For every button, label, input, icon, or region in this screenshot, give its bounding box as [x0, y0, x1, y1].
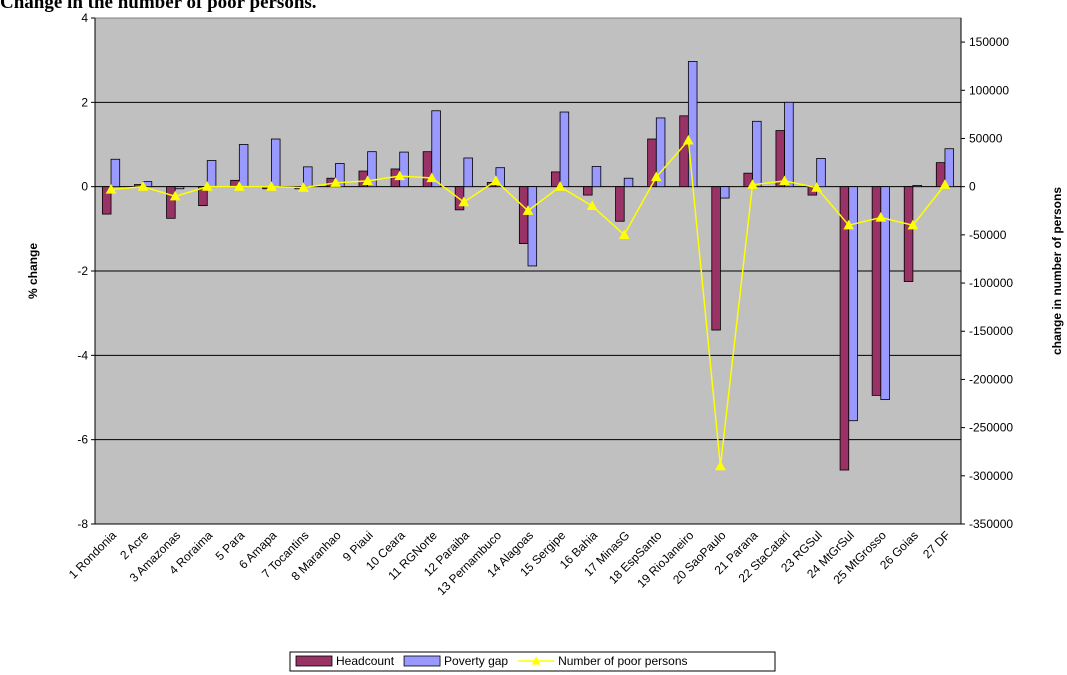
y-right-tick-label: -50000 — [969, 228, 1007, 242]
legend-label: Headcount — [336, 654, 395, 668]
bar-poverty-gap — [174, 186, 185, 190]
line-point — [169, 190, 181, 201]
y-right-tick-label: 150000 — [969, 35, 1009, 49]
y-axis-left-title: % change — [26, 243, 40, 299]
line-point — [939, 179, 951, 189]
bar-poverty-gap — [367, 151, 377, 188]
y-right-tick-label: -250000 — [969, 421, 1013, 435]
line-point — [586, 200, 598, 211]
bar-poverty-gap — [206, 160, 217, 188]
y-left-tick-label: -4 — [77, 348, 88, 362]
x-tick-label: 27 DF — [920, 528, 953, 561]
bar-headcount — [518, 186, 529, 244]
x-tick-label: 1 Rondonia — [66, 528, 120, 582]
line-point — [811, 182, 823, 192]
bar-headcount — [711, 186, 721, 331]
line-point — [266, 181, 277, 191]
line-point — [747, 179, 758, 189]
bar-poverty-gap — [687, 61, 698, 188]
y-right-tick-label: -350000 — [969, 517, 1013, 531]
y-axis-right-title: change in number of persons — [1050, 187, 1064, 355]
y-left-tick-label: -2 — [77, 264, 88, 278]
line-point — [233, 181, 245, 191]
y-left-tick-label: 0 — [81, 180, 88, 194]
bar-headcount — [679, 115, 689, 188]
bar-poverty-gap — [752, 120, 762, 188]
bar-poverty-gap — [944, 148, 955, 188]
bar-poverty-gap — [527, 186, 538, 267]
y-right-tick-label: -200000 — [969, 372, 1013, 386]
line-point — [201, 181, 213, 191]
bar-poverty-gap — [655, 117, 666, 188]
line-point — [298, 182, 309, 192]
bar-poverty-gap — [912, 184, 922, 188]
y-left-tick-label: 2 — [81, 95, 88, 109]
bar-poverty-gap — [848, 186, 858, 422]
y-right-tick-label: 100000 — [969, 83, 1009, 97]
y-left-tick-label: -6 — [77, 433, 88, 447]
bar-headcount — [198, 186, 208, 207]
legend-label: Number of poor persons — [558, 654, 687, 668]
bar-poverty-gap — [110, 158, 121, 188]
legend-swatch — [403, 655, 441, 667]
line-point — [554, 181, 566, 191]
bar-poverty-gap — [463, 157, 473, 188]
legend: Headcount Poverty gap Number of poor perso… — [289, 651, 776, 672]
line-point — [458, 196, 470, 207]
line-series — [105, 134, 951, 471]
y-left-tick-label: -8 — [77, 517, 88, 531]
line-point — [715, 460, 726, 471]
bar-poverty-gap — [431, 110, 441, 188]
y-right-tick-label: -100000 — [969, 276, 1013, 290]
line-point — [875, 211, 887, 222]
bar-poverty-gap — [623, 177, 634, 188]
y-right-tick-label: -300000 — [969, 469, 1013, 483]
y-right-tick-label: -150000 — [969, 324, 1013, 338]
bar-poverty-gap — [559, 111, 570, 188]
line-point — [907, 219, 919, 230]
bar-headcount — [101, 186, 112, 215]
bars — [101, 61, 955, 471]
line-point — [618, 229, 630, 239]
bar-poverty-gap — [816, 158, 826, 188]
bar-poverty-gap — [271, 138, 281, 188]
bar-headcount — [166, 186, 176, 219]
y-right-tick-label: 50000 — [969, 131, 1003, 145]
bar-poverty-gap — [238, 144, 249, 188]
line-point — [426, 172, 438, 183]
line-point — [779, 175, 790, 185]
bar-poverty-gap — [399, 151, 409, 188]
y-left-tick-label: 4 — [81, 11, 88, 25]
line-point — [843, 219, 855, 230]
legend-label: Poverty gap — [444, 654, 508, 668]
line-point — [683, 134, 694, 145]
legend-swatch — [295, 655, 333, 667]
line-point — [362, 175, 373, 185]
bar-headcount — [583, 186, 593, 196]
line-point — [330, 177, 341, 187]
line-point — [650, 171, 662, 182]
bar-poverty-gap — [591, 166, 602, 188]
chart-title: Change in the number of poor persons. — [0, 0, 317, 13]
bar-poverty-gap — [784, 101, 794, 188]
line-point — [137, 181, 149, 191]
line-point — [490, 175, 502, 185]
line-point — [394, 170, 406, 181]
y-right-tick-label: 0 — [969, 180, 976, 194]
bar-headcount — [903, 186, 914, 282]
line-point — [105, 184, 117, 194]
bar-headcount — [615, 186, 625, 222]
legend-marker — [531, 656, 541, 665]
bar-poverty-gap — [720, 186, 730, 199]
bar-poverty-gap — [303, 166, 313, 188]
bar-poverty-gap — [880, 186, 890, 401]
line-point — [522, 205, 534, 215]
